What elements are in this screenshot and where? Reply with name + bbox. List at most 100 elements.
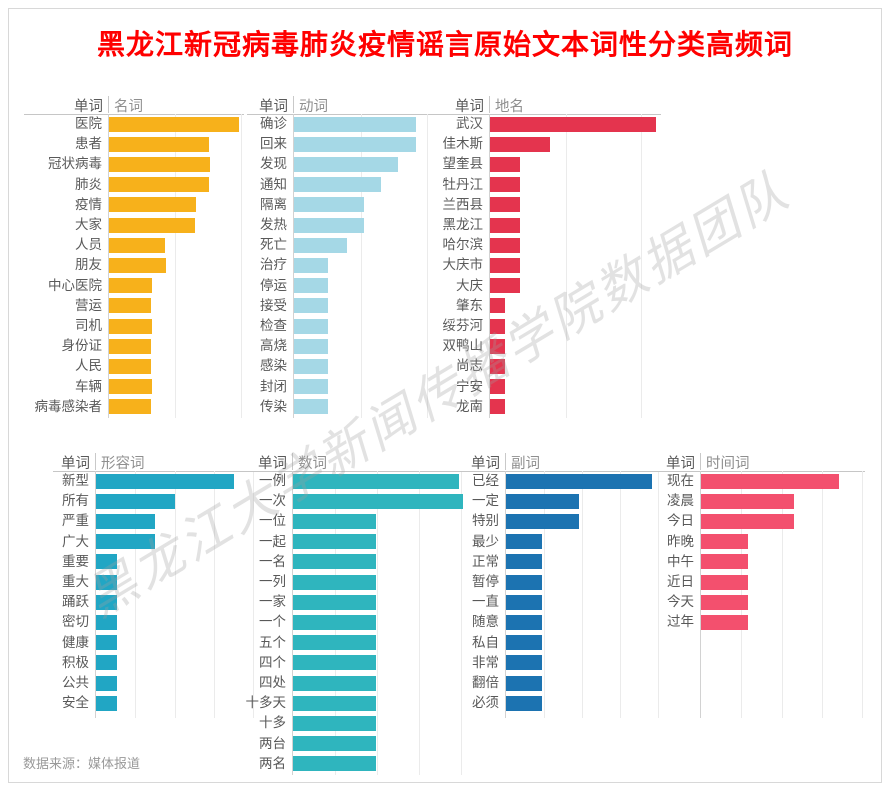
word-label: 兰西县	[442, 196, 484, 212]
word-label: 现在	[667, 473, 694, 488]
word-label: 双鸭山	[442, 338, 484, 354]
frequency-bar	[293, 615, 376, 630]
column-header-pos: 形容词	[101, 456, 145, 472]
word-label: 黑龙江	[442, 217, 484, 232]
gridline	[782, 471, 783, 718]
gridline	[620, 471, 621, 718]
frequency-bar	[96, 493, 175, 509]
column-header-pos: 动词	[299, 99, 328, 115]
frequency-bar	[109, 318, 152, 334]
frequency-bar	[109, 177, 209, 193]
word-label: 司机	[75, 318, 102, 333]
frequency-bar	[506, 574, 542, 590]
data-source-note: 数据来源：媒体报道	[23, 756, 141, 771]
word-label: 随意	[472, 614, 499, 630]
word-label: 人民	[75, 358, 102, 374]
frequency-bar	[293, 554, 376, 570]
word-label: 五个	[259, 634, 286, 650]
word-label: 特别	[472, 513, 499, 529]
column-header-pos: 副词	[511, 456, 540, 472]
frequency-bar	[490, 258, 520, 273]
word-label: 已经	[472, 473, 499, 488]
chart-adjectives: 单词 形容词 新型 所有 严重 广大 重要 重大 踊跃 密切 健康 积极 公共 安全	[53, 451, 256, 718]
word-label: 龙南	[456, 398, 483, 414]
word-label: 所有	[62, 493, 89, 509]
plot-grid	[700, 471, 863, 718]
column-header-word: 单词	[455, 99, 484, 115]
frequency-bar	[294, 177, 381, 193]
frequency-bar	[701, 473, 839, 489]
frequency-bar	[294, 298, 328, 314]
word-label: 哈尔滨	[442, 237, 484, 253]
frequency-bar	[109, 258, 166, 273]
frequency-bar	[506, 615, 542, 630]
page-title: 黑龙江新冠病毒肺炎疫情谣言原始文本词性分类高频词	[96, 29, 793, 60]
frequency-bar	[294, 237, 347, 253]
column-header-row: 单词 名词	[24, 94, 244, 115]
frequency-bar	[109, 399, 151, 415]
column-header-row: 单词 时间词	[654, 451, 865, 472]
gridline	[175, 114, 176, 418]
frequency-bar	[490, 338, 505, 354]
frequency-bar	[293, 756, 376, 772]
header-divider	[700, 453, 701, 470]
word-label: 营运	[75, 297, 102, 313]
word-label: 广大	[62, 533, 89, 549]
header-divider	[95, 453, 96, 470]
word-label: 大庆	[456, 277, 483, 293]
word-label: 人员	[75, 237, 102, 253]
frequency-bar	[294, 116, 416, 132]
word-label: 肺炎	[75, 176, 102, 192]
word-label: 佳木斯	[442, 136, 484, 152]
word-label: 翻倍	[472, 675, 499, 690]
frequency-bar	[109, 359, 151, 374]
gridline	[641, 114, 642, 418]
word-label: 一个	[259, 614, 286, 630]
frequency-bar	[293, 736, 376, 752]
word-label: 牡丹江	[442, 176, 484, 192]
gridline	[361, 114, 362, 418]
frequency-bar	[109, 278, 152, 294]
word-label: 一次	[259, 493, 286, 509]
frequency-bar	[490, 298, 505, 314]
word-label: 朋友	[75, 257, 102, 273]
frequency-bar	[109, 237, 165, 253]
frequency-bar	[96, 655, 117, 671]
chart-places: 单词 地名 武汉 佳木斯 望奎县 牡丹江 兰西县 黑龙江 哈尔滨 大庆市 大庆 肇东 绥芬河 双鸭山 尚志宁…	[429, 94, 661, 418]
frequency-bar	[506, 635, 542, 651]
gridline	[862, 471, 863, 718]
frequency-bar	[109, 298, 151, 314]
frequency-bar	[294, 379, 328, 395]
word-label: 中心医院	[48, 277, 102, 293]
column-header-word: 单词	[74, 99, 103, 115]
header-divider	[505, 453, 506, 470]
frequency-bar	[293, 635, 376, 651]
word-label: 一名	[259, 553, 286, 569]
frequency-bar	[109, 157, 210, 172]
word-label: 中午	[667, 553, 694, 569]
word-label: 一起	[259, 533, 286, 549]
word-label: 身份证	[61, 338, 103, 354]
word-label: 严重	[62, 513, 89, 529]
frequency-bar	[293, 493, 463, 509]
frequency-bar	[96, 534, 155, 550]
frequency-bar	[506, 493, 579, 509]
word-label: 一定	[472, 493, 499, 509]
word-label: 暂停	[472, 574, 499, 589]
word-label: 回来	[260, 136, 287, 152]
word-label: 疫情	[75, 196, 102, 212]
frequency-bar	[506, 534, 542, 550]
frequency-bar	[490, 237, 520, 253]
frequency-bar	[109, 338, 151, 354]
frequency-bar	[294, 359, 328, 374]
frequency-bar	[701, 514, 794, 529]
frequency-bar	[506, 655, 542, 671]
frequency-bar	[293, 534, 376, 550]
word-label: 密切	[62, 614, 89, 630]
frequency-bar	[701, 534, 748, 550]
frequency-bar	[506, 695, 542, 711]
frequency-bar	[490, 379, 505, 395]
word-label: 一位	[259, 513, 286, 529]
word-label: 两名	[259, 755, 286, 771]
column-header-row: 单词 地名	[429, 94, 661, 115]
